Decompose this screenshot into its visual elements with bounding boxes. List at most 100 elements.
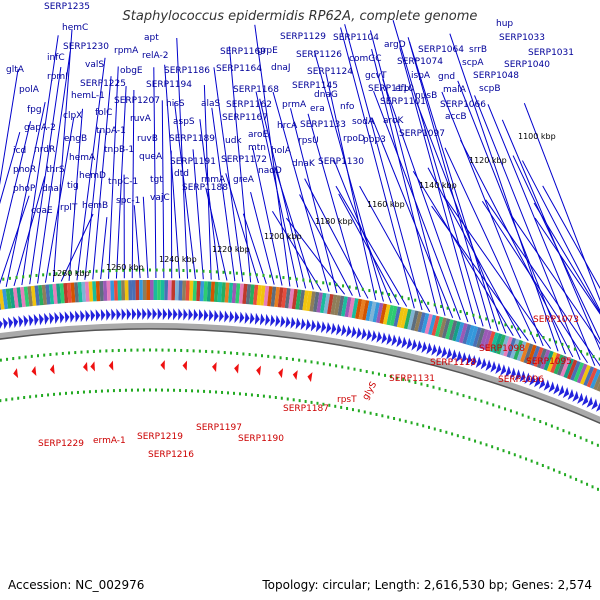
gene-label: udk (225, 136, 242, 146)
forward-gene-arrow (111, 308, 116, 321)
tick-mark (586, 352, 589, 356)
forward-gene-arrow (193, 308, 199, 321)
feature-block (106, 280, 111, 301)
gene-label: rplT (60, 203, 78, 213)
feature-block (56, 283, 62, 304)
tick-mark (468, 395, 471, 399)
gene-label: nrdR (34, 145, 55, 155)
leader-line (153, 67, 157, 279)
feature-block (365, 300, 373, 322)
feature-block (185, 280, 190, 301)
feature-block (0, 301, 2, 310)
leader-line (412, 170, 514, 336)
tick-mark (347, 366, 350, 370)
forward-gene-arrow (505, 365, 512, 378)
gene-label: SERP1164 (216, 64, 262, 74)
forward-gene-arrow (361, 328, 367, 340)
gene-label: glyS (361, 380, 379, 402)
forward-gene-arrow (436, 345, 443, 357)
leader-line (242, 213, 267, 284)
gene-label: phoR (13, 165, 36, 175)
tick-label: 1120 kbp (469, 156, 507, 165)
tick-mark (545, 422, 548, 426)
gene-label: rpsU (298, 136, 319, 146)
tick-mark (591, 441, 594, 445)
feature-block (38, 285, 44, 306)
feature-block (48, 284, 55, 305)
gene-label: gltA (6, 65, 25, 75)
tick-mark (15, 276, 18, 280)
tick-mark (480, 399, 483, 403)
forward-gene-arrow (106, 308, 111, 321)
tick-mark (591, 485, 594, 489)
tick-mark (82, 270, 85, 274)
tick-mark (86, 350, 89, 354)
forward-gene-arrow (386, 333, 392, 346)
leader-line (52, 29, 73, 283)
gene-label: SERP1191 (170, 157, 216, 167)
forward-gene-arrow (346, 325, 352, 338)
feature-block (486, 331, 496, 352)
reverse-gene-arrow (212, 362, 217, 373)
leader-line (409, 41, 499, 332)
feature-block (88, 281, 94, 302)
gene-label: ruvA (130, 114, 152, 124)
gene-label: rpmI (47, 72, 68, 82)
tick-mark (105, 349, 108, 353)
leader-line (382, 79, 469, 323)
gene-label: hrcA (277, 121, 298, 131)
forward-gene-arrow (198, 309, 204, 322)
tick-mark (80, 350, 83, 354)
feature-block (99, 280, 104, 302)
feature-block (263, 285, 270, 306)
forward-gene-arrow (49, 312, 55, 325)
feature-block (245, 284, 252, 305)
feature-block (327, 293, 334, 315)
leader-line (92, 76, 112, 280)
feature-block (403, 308, 412, 330)
gene-label: SERP1186 (164, 66, 210, 76)
gene-feature-ring (0, 280, 600, 392)
feature-block (181, 280, 187, 301)
gene-label: SERP1230 (63, 42, 109, 52)
gene-label: hisS (166, 99, 185, 109)
gene-label: nfo (340, 102, 355, 112)
forward-gene-arrow (331, 322, 337, 335)
tick-mark (536, 333, 539, 337)
tick-mark (88, 270, 91, 274)
feature-block (334, 295, 341, 316)
feature-block (30, 285, 37, 306)
tick-mark (197, 389, 200, 393)
feature-block (550, 353, 561, 374)
tick-mark (444, 388, 447, 392)
tick-mark (462, 394, 465, 398)
feature-block (465, 324, 475, 346)
feature-block (493, 333, 503, 354)
forward-gene-arrow (396, 335, 403, 348)
forward-gene-arrow (406, 337, 413, 350)
gene-label: SERP1131 (389, 374, 435, 384)
tick-mark (346, 406, 349, 410)
leader-line (373, 90, 461, 321)
tick-mark (414, 298, 417, 302)
tick-mark (478, 315, 481, 319)
tick-mark (552, 468, 555, 472)
feature-block (295, 289, 302, 310)
forward-gene-arrow (456, 350, 462, 363)
leader-line (338, 193, 400, 305)
gene-label: dnaK (292, 159, 316, 169)
forward-gene-arrow (480, 357, 487, 370)
tick-mark (167, 348, 170, 352)
forward-gene-arrow (460, 352, 467, 364)
tick-mark (402, 378, 405, 382)
feature-block (305, 290, 313, 312)
feature-block (5, 288, 12, 309)
feature-block (344, 296, 352, 318)
tick-mark (155, 348, 158, 352)
forward-gene-arrow (80, 310, 85, 323)
feature-block (546, 351, 558, 372)
tick-mark (61, 351, 64, 355)
feature-block (312, 291, 320, 313)
forward-gene-arrow (295, 317, 301, 330)
